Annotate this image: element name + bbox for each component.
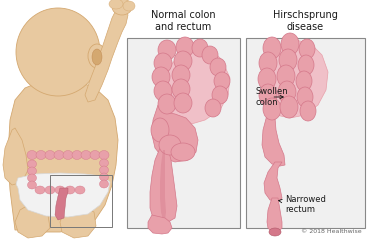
Ellipse shape [269, 228, 281, 236]
Ellipse shape [279, 49, 297, 71]
Ellipse shape [159, 135, 181, 155]
Ellipse shape [28, 167, 36, 175]
Ellipse shape [154, 81, 172, 101]
Ellipse shape [54, 150, 64, 160]
Polygon shape [158, 45, 230, 125]
Ellipse shape [158, 94, 176, 114]
Ellipse shape [192, 39, 208, 57]
Text: Narrowed
rectum: Narrowed rectum [279, 195, 326, 214]
Ellipse shape [123, 1, 135, 11]
Ellipse shape [300, 101, 316, 121]
Ellipse shape [99, 159, 109, 167]
Ellipse shape [214, 72, 230, 90]
Ellipse shape [16, 8, 100, 96]
Ellipse shape [63, 150, 73, 160]
Ellipse shape [259, 52, 277, 74]
Ellipse shape [112, 0, 132, 15]
Ellipse shape [205, 99, 221, 117]
Text: © 2018 Healthwise: © 2018 Healthwise [301, 229, 362, 234]
Ellipse shape [154, 53, 172, 73]
Ellipse shape [65, 186, 75, 194]
Ellipse shape [92, 49, 102, 65]
Ellipse shape [263, 98, 281, 120]
Polygon shape [267, 198, 282, 232]
Ellipse shape [171, 143, 195, 161]
Ellipse shape [158, 40, 176, 60]
Polygon shape [3, 128, 28, 185]
Polygon shape [148, 215, 172, 234]
Ellipse shape [28, 181, 36, 189]
Ellipse shape [28, 160, 36, 168]
Polygon shape [55, 188, 68, 220]
Ellipse shape [151, 118, 169, 142]
Polygon shape [264, 162, 282, 202]
Ellipse shape [81, 150, 91, 160]
Polygon shape [160, 150, 166, 220]
Ellipse shape [172, 79, 190, 99]
Polygon shape [262, 115, 285, 166]
Ellipse shape [263, 37, 281, 59]
Ellipse shape [88, 44, 106, 68]
Ellipse shape [172, 65, 190, 85]
Polygon shape [60, 207, 96, 238]
Ellipse shape [281, 33, 299, 55]
Ellipse shape [72, 150, 82, 160]
Ellipse shape [90, 150, 100, 160]
Polygon shape [15, 207, 50, 238]
Ellipse shape [298, 55, 314, 75]
Ellipse shape [36, 150, 46, 160]
Ellipse shape [176, 37, 194, 57]
Ellipse shape [174, 93, 192, 113]
Ellipse shape [27, 150, 37, 160]
Ellipse shape [210, 58, 226, 76]
Ellipse shape [259, 84, 277, 106]
Ellipse shape [55, 186, 65, 194]
Polygon shape [264, 40, 328, 118]
Ellipse shape [45, 186, 55, 194]
Text: Hirschsprung
disease: Hirschsprung disease [273, 10, 337, 32]
Ellipse shape [299, 39, 315, 59]
Ellipse shape [99, 180, 109, 188]
Ellipse shape [109, 0, 123, 9]
Bar [50, 175, 112, 227]
Text: Swollen
colon: Swollen colon [255, 87, 288, 107]
Polygon shape [152, 105, 198, 162]
Ellipse shape [212, 86, 228, 104]
Polygon shape [150, 148, 177, 222]
Ellipse shape [278, 81, 296, 103]
Ellipse shape [35, 186, 45, 194]
Ellipse shape [258, 68, 276, 90]
Ellipse shape [99, 166, 109, 174]
Ellipse shape [45, 150, 55, 160]
Ellipse shape [202, 46, 218, 64]
Polygon shape [16, 173, 110, 217]
Ellipse shape [99, 150, 109, 160]
Ellipse shape [296, 71, 312, 91]
Ellipse shape [152, 67, 170, 87]
Ellipse shape [28, 174, 36, 182]
Bar [127, 38, 240, 228]
Ellipse shape [280, 96, 298, 118]
Ellipse shape [99, 173, 109, 181]
Polygon shape [85, 6, 128, 102]
Ellipse shape [75, 186, 85, 194]
Polygon shape [8, 80, 118, 232]
Ellipse shape [174, 51, 192, 71]
Ellipse shape [277, 65, 295, 87]
Ellipse shape [297, 87, 313, 107]
Bar [246, 38, 365, 228]
Text: Normal colon
and rectum: Normal colon and rectum [151, 10, 215, 32]
